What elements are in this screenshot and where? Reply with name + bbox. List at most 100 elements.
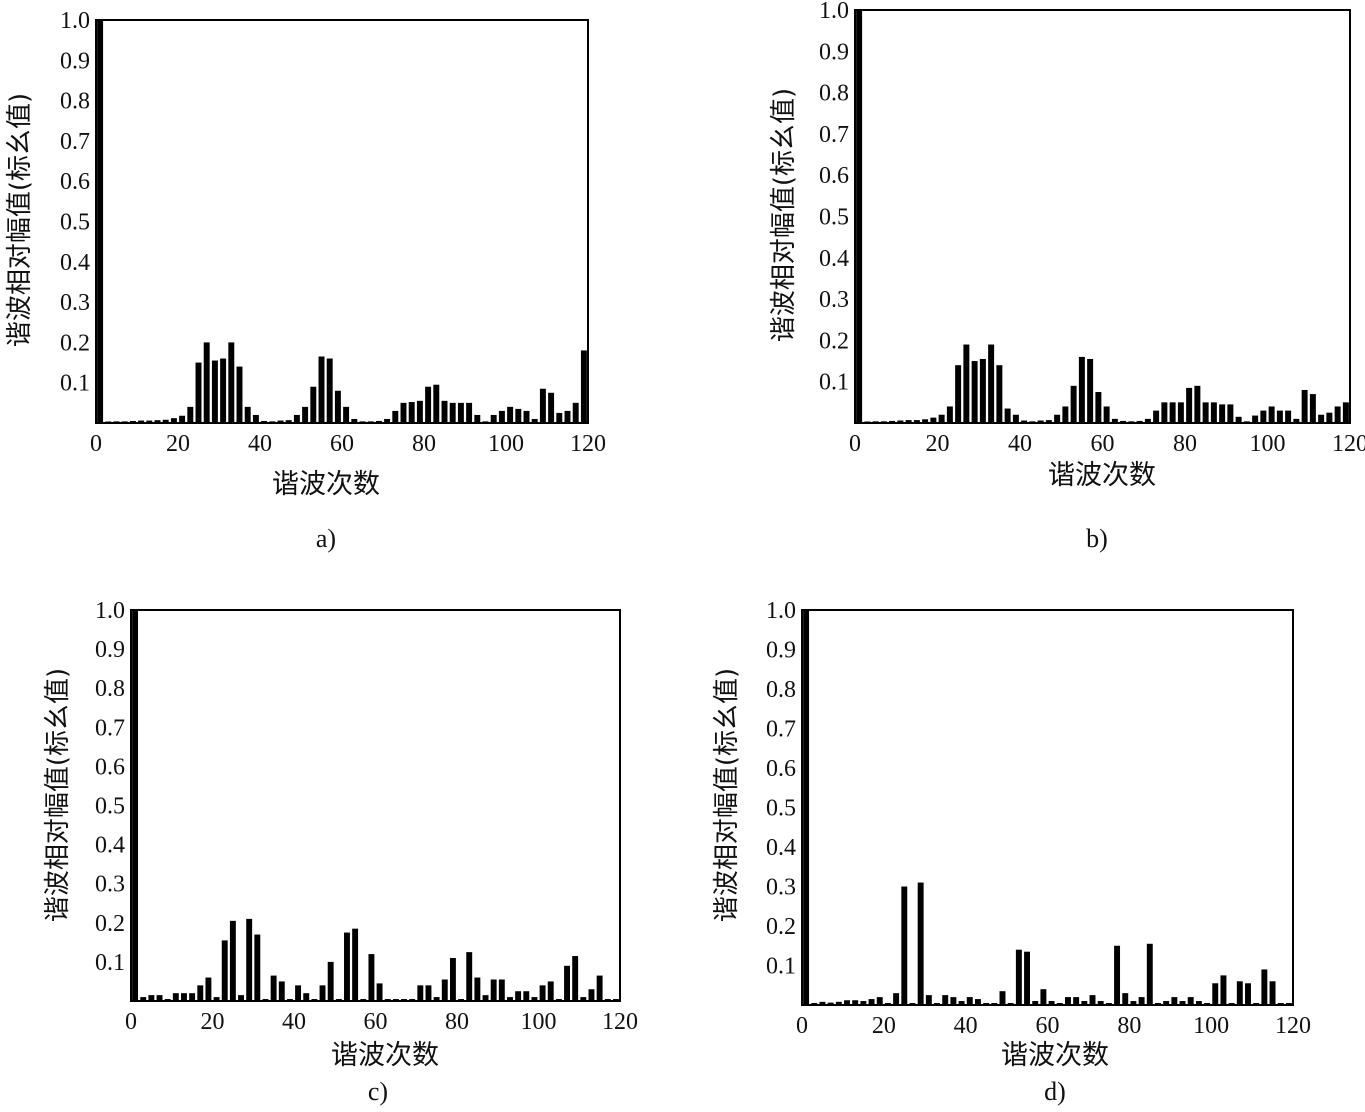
- bar: [303, 993, 310, 1001]
- y-tick-label: 0.3: [60, 290, 90, 316]
- x-tick-label: 0: [90, 431, 102, 457]
- bar: [1111, 418, 1118, 423]
- bar: [958, 1001, 965, 1005]
- y-tick-label: 0.6: [95, 754, 125, 780]
- plot-frame: [801, 609, 1294, 1006]
- y-tick-label: 0.1: [819, 370, 849, 396]
- y-axis-label: 谐波相对幅值(标幺值): [769, 88, 799, 342]
- bar: [507, 406, 514, 423]
- bar: [498, 410, 505, 423]
- bar: [384, 418, 391, 423]
- bar: [1268, 406, 1275, 423]
- y-tick-label: 0.8: [60, 89, 90, 115]
- x-tick-label: 120: [1275, 1013, 1311, 1039]
- bar: [1309, 394, 1316, 423]
- y-axis-label: 谐波相对幅值(标幺值): [5, 93, 35, 347]
- bar: [302, 406, 309, 423]
- bar: [905, 420, 912, 423]
- x-tick-label: 0: [849, 431, 861, 457]
- bar: [1236, 981, 1243, 1005]
- x-tick-label: 100: [1193, 1013, 1229, 1039]
- bar: [400, 402, 407, 423]
- chart-panel-4: 0.1 0.2 0.3 0.4 0.5 0.6 0.7 0.8 0.9 1.0 0 20 40 60 80 1…: [712, 598, 1311, 1106]
- bar: [408, 402, 415, 423]
- bar: [1276, 410, 1283, 423]
- bar: [343, 406, 350, 423]
- bar: [507, 997, 513, 1001]
- chart-panel-2: 0.1 0.2 0.3 0.4 0.5 0.6 0.7 0.8 0.9 1.0 0 20 40 60 80 1…: [769, 0, 1365, 553]
- bar: [515, 408, 522, 423]
- panel-caption: a): [316, 524, 336, 553]
- bar: [515, 991, 522, 1001]
- bar: [261, 420, 268, 423]
- y-tick-label: 0.6: [766, 756, 796, 782]
- chart-panel-1: 0.1 0.2 0.3 0.4 0.5 0.6 0.7 0.8 0.9 1.0 0 20 40 60 80 1…: [5, 8, 606, 553]
- bar: [148, 995, 155, 1001]
- bar: [129, 420, 136, 423]
- bar: [1163, 1001, 1170, 1005]
- bar: [531, 418, 538, 423]
- x-tick-label: 0: [125, 1009, 137, 1035]
- bar: [319, 985, 326, 1001]
- bar: [221, 940, 228, 1001]
- bar: [1122, 993, 1129, 1005]
- bar: [1153, 410, 1160, 423]
- bar: [457, 402, 464, 423]
- x-tick-label: 40: [954, 1013, 978, 1039]
- x-tick-label: 60: [1036, 1013, 1060, 1039]
- bar: [979, 358, 986, 423]
- bar: [539, 985, 546, 1001]
- bar: [197, 985, 204, 1001]
- bar: [564, 965, 570, 1001]
- plot-frame: [95, 19, 589, 424]
- x-tick-label: 60: [364, 1009, 388, 1035]
- bar: [946, 406, 953, 423]
- bar: [596, 975, 603, 1001]
- bar: [466, 402, 473, 423]
- bar: [376, 983, 383, 1001]
- y-tick-label: 0.1: [766, 954, 796, 980]
- bar: [416, 400, 423, 423]
- x-tick-label: 40: [1008, 431, 1032, 457]
- bar: [580, 997, 587, 1001]
- bar: [564, 410, 571, 423]
- x-tick-label: 120: [602, 1009, 638, 1035]
- x-tick-label: 80: [1173, 431, 1197, 457]
- bar: [1171, 997, 1178, 1005]
- y-tick-label: 0.5: [766, 796, 796, 822]
- bar: [293, 414, 300, 423]
- bar: [1144, 418, 1151, 423]
- bar: [490, 414, 497, 423]
- bar: [170, 418, 177, 423]
- bar: [580, 350, 587, 423]
- y-tick-label: 0.8: [819, 81, 849, 107]
- bar: [547, 981, 554, 1001]
- bar: [97, 20, 104, 423]
- y-tick-label: 0.7: [819, 122, 849, 148]
- bar: [417, 985, 424, 1001]
- bar: [1021, 420, 1028, 423]
- bar: [466, 952, 473, 1001]
- bar: [351, 418, 358, 423]
- y-tick-label: 0.5: [60, 210, 90, 236]
- y-tick-label: 0.3: [819, 287, 849, 313]
- bar: [1045, 420, 1052, 423]
- bar: [1103, 406, 1110, 423]
- bar: [277, 420, 284, 423]
- bar: [531, 997, 538, 1001]
- bar: [955, 365, 962, 423]
- bar: [326, 358, 333, 423]
- bar: [220, 358, 227, 423]
- panel-caption: c): [368, 1077, 388, 1106]
- bar: [270, 975, 277, 1001]
- bar: [425, 985, 432, 1001]
- bar: [1064, 997, 1071, 1005]
- bar: [1235, 416, 1242, 423]
- bar: [433, 997, 440, 1001]
- bar: [278, 981, 285, 1001]
- bar: [327, 961, 334, 1001]
- bar: [852, 1000, 859, 1005]
- bar: [572, 402, 579, 423]
- bar: [156, 995, 163, 1001]
- bar: [344, 932, 350, 1001]
